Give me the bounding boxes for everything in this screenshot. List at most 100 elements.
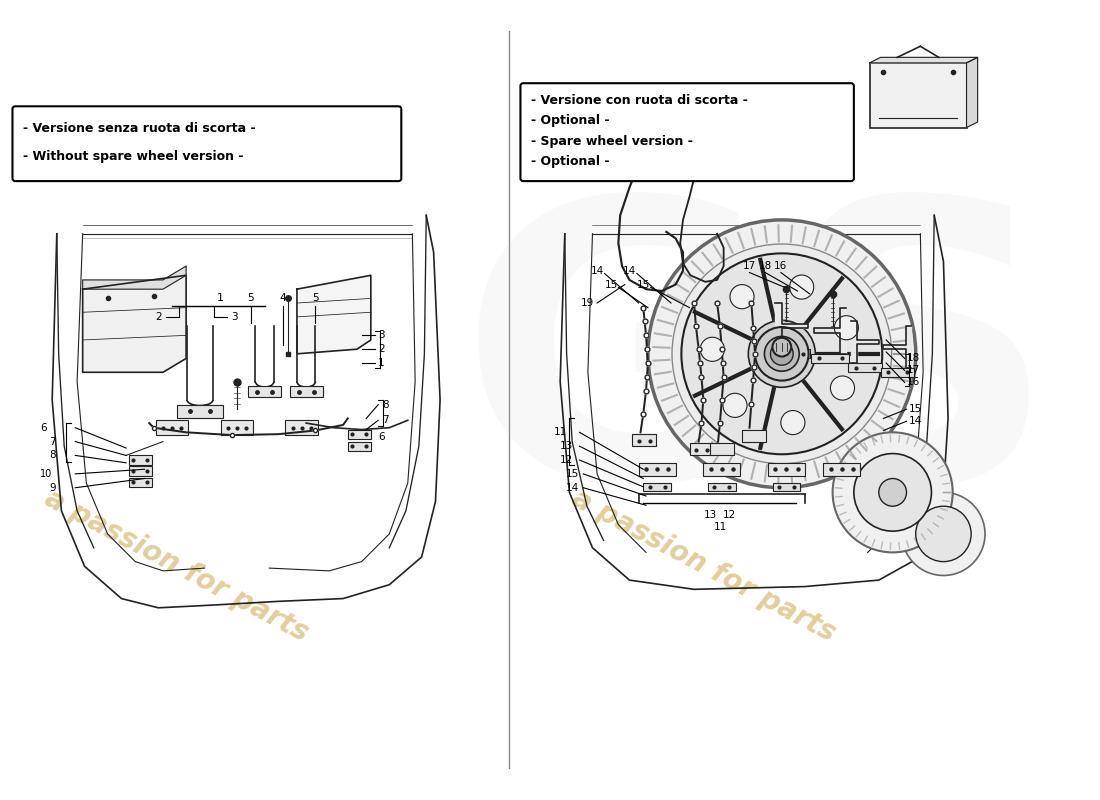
Text: a passion for parts: a passion for parts [566,485,840,648]
Text: 15: 15 [637,279,650,290]
Polygon shape [297,275,371,354]
Text: 3: 3 [231,312,238,322]
Bar [628,153,646,160]
Bar [628,162,646,169]
Text: 5: 5 [248,294,254,303]
Text: 6: 6 [378,432,385,442]
Circle shape [648,220,915,488]
Text: 15: 15 [909,404,922,414]
Circle shape [772,338,791,357]
Bar [881,368,914,377]
Text: a passion for parts: a passion for parts [41,485,313,648]
Polygon shape [967,58,978,127]
Text: 7: 7 [50,437,56,446]
Circle shape [854,454,932,531]
Text: GS: GS [459,184,1058,561]
Text: 16: 16 [906,378,920,387]
Text: - Without spare wheel version -: - Without spare wheel version - [23,150,243,162]
Circle shape [834,316,858,340]
Bar [848,363,881,372]
Text: 18: 18 [906,354,920,363]
Text: 2: 2 [378,344,385,354]
Bar [772,483,801,490]
Polygon shape [82,275,186,372]
Text: 12: 12 [560,455,573,465]
Bar [812,354,849,363]
Bar [289,386,322,398]
Text: 14: 14 [591,266,604,276]
Bar [221,420,253,435]
Circle shape [681,254,882,454]
Text: 9: 9 [50,482,56,493]
Bar [772,350,811,358]
Circle shape [879,478,906,506]
Bar [348,430,371,438]
Text: 14: 14 [623,266,636,276]
Text: 15: 15 [565,469,579,479]
Bar [285,420,318,435]
Bar [710,443,734,455]
Text: 17: 17 [742,261,756,271]
Text: 11: 11 [553,427,566,438]
Text: 10: 10 [41,469,53,479]
Bar [248,386,282,398]
Bar [768,463,805,476]
Text: 7: 7 [382,415,388,426]
Polygon shape [883,326,911,368]
FancyBboxPatch shape [12,106,402,181]
Bar [691,443,714,455]
Bar [870,63,967,127]
FancyBboxPatch shape [520,83,854,181]
Text: 3: 3 [378,330,385,340]
Text: 85: 85 [795,422,888,489]
Text: 16: 16 [774,261,788,271]
Polygon shape [82,266,186,289]
Text: 2: 2 [155,312,162,322]
Circle shape [723,394,747,418]
Circle shape [915,506,971,562]
Text: - Versione con ruota di scorta -: - Versione con ruota di scorta - [530,94,748,107]
Bar [129,466,152,476]
Bar [177,405,223,418]
Text: 1: 1 [378,358,385,368]
Text: - Versione senza ruota di scorta -: - Versione senza ruota di scorta - [23,122,255,135]
Circle shape [730,285,755,309]
Text: 13: 13 [704,510,717,521]
Circle shape [770,342,793,366]
Text: 19: 19 [581,298,594,308]
Circle shape [748,320,815,387]
Text: 12: 12 [723,510,736,521]
Bar [708,483,736,490]
Bar [632,434,657,446]
Bar [628,171,646,178]
Circle shape [764,337,800,371]
Text: 5: 5 [312,294,319,303]
Text: 1: 1 [217,294,223,303]
Circle shape [672,244,892,464]
Text: - Optional -: - Optional - [530,155,609,169]
Text: 8: 8 [382,400,388,410]
Circle shape [790,275,814,299]
Bar [156,420,188,435]
Polygon shape [870,58,978,63]
Text: 13: 13 [560,441,573,451]
Bar [824,463,860,476]
Polygon shape [776,303,807,350]
Text: - Spare wheel version -: - Spare wheel version - [530,135,693,148]
Circle shape [833,432,953,552]
Circle shape [701,338,725,362]
Text: 14: 14 [909,416,922,426]
Bar [129,455,152,465]
Bar [742,430,766,442]
Bar [129,478,152,487]
Text: 17: 17 [906,366,920,375]
Text: 8: 8 [50,450,56,461]
Text: - Optional -: - Optional - [530,114,609,127]
Text: 11: 11 [713,522,727,533]
Circle shape [755,327,808,381]
Text: 14: 14 [565,482,579,493]
Text: 15: 15 [604,279,617,290]
Bar [348,442,371,450]
Circle shape [902,492,985,575]
Text: 4: 4 [279,294,286,303]
